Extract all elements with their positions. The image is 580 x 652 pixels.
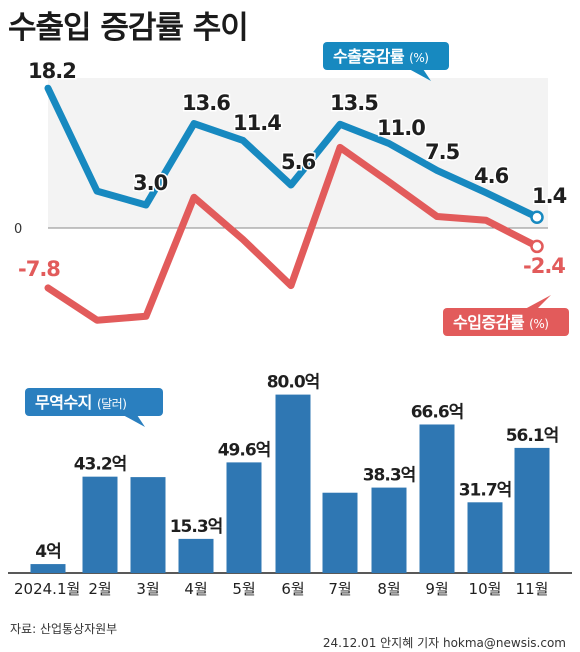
- export-last-point: [530, 210, 544, 224]
- trade-balance-bar: [371, 487, 407, 573]
- export-value-label: 4.6: [474, 164, 509, 188]
- export-value-label: 5.6: [281, 150, 316, 174]
- trade-balance-bar: [467, 502, 503, 573]
- export-value-label: 18.2: [28, 59, 76, 83]
- source-note: 자료: 산업통상자원부: [10, 622, 118, 636]
- export-value-label: 11.4: [233, 111, 281, 135]
- category-tick-label: 2024.1월: [14, 580, 80, 598]
- category-tick-label: 2월: [88, 580, 111, 598]
- trade-balance-bar: [275, 394, 311, 573]
- import-rate-line: [44, 143, 541, 324]
- category-tick-label: 9월: [425, 580, 448, 598]
- trade-balance-bar: [514, 447, 550, 573]
- line-chart-layer: 0 18.2 3.0 13.611.45.6 13.511.07.5 4.6 1.4 -7.8…: [14, 58, 569, 324]
- export-value-label: 3.0: [133, 171, 168, 195]
- import-legend-pointer: [525, 295, 551, 309]
- category-tick-label: 11월: [516, 580, 549, 598]
- trade-balance-value-label: 43.2억: [74, 455, 127, 475]
- bar-chart-layer: 4억 43.2억 15.3억 49.6억 80.0억 38.3억 66.6억 31.7억 56.…: [8, 373, 572, 598]
- trade-balance-bar: [178, 538, 214, 573]
- import-legend-box: [443, 308, 569, 336]
- trade-balance-bar: [419, 424, 455, 573]
- category-tick-label: 7월: [328, 580, 351, 598]
- import-value-label: -7.8: [18, 257, 60, 281]
- zero-axis-label: 0: [14, 222, 22, 237]
- category-tick-label: 10월: [469, 580, 502, 598]
- trade-balance-value-label: 4억: [35, 542, 60, 562]
- legend-layer: 수출증감률 (%) 수입증감률 (%) 무역수지 (달러): [25, 42, 569, 427]
- trade-balance-bar: [226, 462, 262, 573]
- category-tick-label: 8월: [377, 580, 400, 598]
- category-tick-label: 4월: [184, 580, 207, 598]
- export-value-label: 1.4: [532, 184, 567, 208]
- import-value-label: -2.4: [523, 254, 565, 278]
- trade-balance-bar: [82, 476, 118, 573]
- export-value-label: 13.6: [182, 91, 230, 115]
- export-legend-label: 수출증감률 (%): [333, 47, 428, 66]
- import-legend: 수입증감률 (%): [443, 295, 569, 336]
- export-legend-box: [323, 42, 449, 70]
- category-tick-label: 3월: [136, 580, 159, 598]
- export-legend-pointer: [409, 69, 431, 81]
- chart-title: 수출입 증감률 추이: [8, 10, 249, 46]
- trade-balance-legend-pointer: [123, 415, 145, 427]
- trade-balance-bar: [30, 564, 66, 573]
- trade-balance-value-label: 56.1억: [506, 426, 559, 446]
- export-legend: 수출증감률 (%): [323, 42, 449, 81]
- trade-balance-value-label: 66.6억: [411, 402, 464, 422]
- trade-balance-legend-label: 무역수지 (달러): [35, 393, 126, 412]
- category-tick-label: 6월: [281, 580, 304, 598]
- trade-balance-bar: [130, 477, 166, 573]
- import-last-point: [530, 239, 544, 254]
- trade-balance-legend-box: [25, 388, 163, 416]
- trade-balance-value-label: 31.7억: [459, 480, 512, 500]
- credit-note: 24.12.01 안지혜 기자 hokma@newsis.com: [322, 636, 566, 650]
- trade-balance-value-label: 49.6억: [218, 440, 271, 460]
- category-tick-label: 5월: [232, 580, 255, 598]
- trade-balance-legend: 무역수지 (달러): [25, 388, 163, 427]
- trade-balance-value-label: 15.3억: [170, 517, 223, 537]
- export-value-label: 13.5: [330, 91, 378, 115]
- export-value-label: 7.5: [425, 140, 460, 164]
- trade-balance-bar: [322, 492, 358, 573]
- export-value-label: 11.0: [377, 116, 425, 140]
- export-rate-line: [44, 84, 541, 221]
- import-legend-label: 수입증감률 (%): [453, 313, 548, 332]
- trade-balance-value-label: 38.3억: [363, 466, 416, 486]
- trade-balance-value-label: 80.0억: [267, 373, 320, 393]
